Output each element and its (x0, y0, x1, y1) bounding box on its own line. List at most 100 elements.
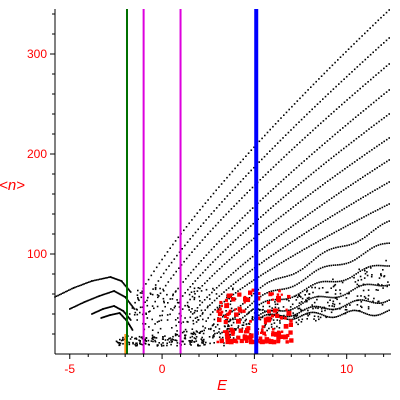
data-point (152, 340, 154, 343)
data-point (105, 307, 108, 309)
data-point (271, 147, 274, 150)
data-point (317, 187, 319, 190)
data-point (351, 222, 354, 224)
data-point (354, 181, 357, 183)
data-point (337, 264, 339, 266)
data-point (125, 297, 127, 299)
data-point (345, 297, 348, 299)
data-point (313, 311, 316, 314)
data-point (330, 316, 332, 319)
data-point (295, 204, 297, 206)
data-point (340, 149, 343, 152)
data-point (191, 313, 194, 315)
data-point (279, 322, 281, 324)
data-point (262, 308, 264, 311)
data-point (345, 187, 347, 190)
data-point (322, 295, 324, 298)
data-point (174, 240, 177, 242)
data-point (242, 263, 244, 266)
data-point (203, 344, 205, 346)
data-point (379, 313, 381, 316)
data-point (191, 251, 193, 253)
data-point (262, 315, 264, 318)
data-point (378, 277, 381, 279)
data-point (336, 298, 338, 301)
data-point (300, 303, 302, 306)
data-point (249, 189, 251, 191)
data-point (327, 291, 329, 294)
data-point (208, 251, 210, 254)
data-point (312, 191, 314, 193)
data-point (248, 282, 251, 284)
data-point (315, 305, 318, 308)
data-point (369, 248, 371, 251)
data-point (193, 311, 196, 314)
data-point (269, 190, 272, 192)
data-point (385, 138, 388, 141)
data-point (234, 167, 236, 170)
data-point (331, 176, 334, 179)
data-point (227, 276, 230, 278)
data-point (291, 303, 294, 306)
data-point (169, 337, 172, 339)
data-point (326, 249, 328, 252)
data-point (107, 292, 109, 294)
highlight-point (259, 340, 263, 344)
data-point (253, 300, 255, 303)
data-point (150, 293, 152, 295)
data-point (388, 181, 390, 183)
data-point (306, 214, 309, 216)
data-point (306, 113, 308, 116)
data-point (368, 283, 370, 286)
data-point (303, 160, 305, 162)
data-point (253, 146, 255, 149)
data-point (250, 169, 252, 172)
data-point (130, 304, 133, 306)
highlight-point (226, 317, 229, 320)
data-point (236, 222, 239, 224)
highlight-point (229, 339, 232, 343)
data-point (218, 268, 221, 270)
data-point (282, 213, 285, 216)
data-point (216, 297, 218, 300)
data-point (370, 126, 373, 128)
highlight-point (234, 312, 239, 317)
data-point (101, 294, 103, 296)
data-point (375, 99, 378, 102)
data-point (324, 265, 326, 268)
data-point (194, 293, 196, 295)
data-point (377, 226, 379, 228)
highlight-point (237, 292, 242, 297)
data-point (317, 312, 319, 315)
data-point (330, 90, 332, 93)
highlight-point (283, 324, 289, 329)
data-point (212, 192, 215, 195)
data-point (259, 308, 261, 311)
data-point (202, 332, 205, 335)
data-point (176, 301, 179, 304)
data-point (222, 216, 225, 218)
data-point (364, 83, 367, 85)
data-point (188, 222, 190, 225)
data-point (214, 308, 216, 311)
data-point (298, 311, 300, 314)
data-point (164, 305, 166, 308)
data-point (169, 247, 171, 249)
data-point (232, 271, 235, 274)
data-point (301, 249, 303, 252)
data-point (350, 301, 352, 304)
highlight-point (276, 293, 280, 296)
data-point (297, 270, 299, 273)
data-point (235, 202, 238, 205)
data-point (341, 103, 343, 106)
data-point (315, 257, 317, 259)
data-point (177, 287, 179, 290)
data-point (343, 101, 346, 104)
data-point (272, 319, 275, 321)
data-point (369, 171, 371, 174)
data-point (221, 201, 223, 203)
data-point (317, 240, 319, 243)
data-point (172, 274, 175, 276)
highlight-point (289, 338, 294, 343)
data-point (201, 313, 204, 315)
